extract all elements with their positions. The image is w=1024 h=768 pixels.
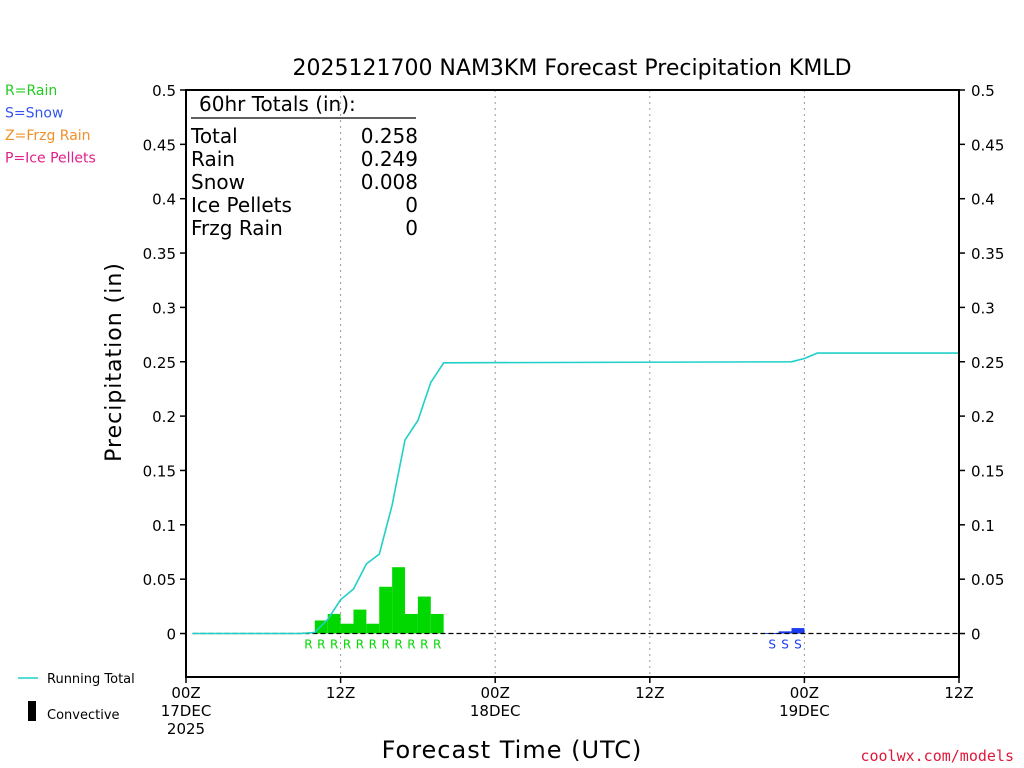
- x-tick-label: 12Z: [326, 684, 355, 702]
- snow-bar: [791, 628, 805, 634]
- rain-type-letter: R: [394, 638, 402, 652]
- y-tick-label-left: 0.1: [152, 517, 176, 535]
- y-tick-label-right: 0.4: [971, 191, 995, 209]
- y-tick-label-right: 0.35: [971, 245, 1004, 263]
- totals-row-label: Ice Pellets: [191, 193, 292, 217]
- y-axis-ticks: 0.5 0.5 0.45 0.45 0.4 0.4 0.35 0.35 0.3 0.3 0.25 0.…: [143, 82, 1005, 644]
- x-tick-label: 12Z: [635, 684, 664, 702]
- totals-row-label: Rain: [191, 147, 235, 171]
- y-tick-label-left: 0.45: [143, 136, 176, 154]
- rain-type-letter: R: [343, 638, 351, 652]
- y-tick-label-right: 0.3: [971, 299, 995, 317]
- totals-row-value: 0: [405, 216, 418, 240]
- x-tick-label: 18DEC: [470, 702, 521, 720]
- x-tick-label: 19DEC: [779, 702, 830, 720]
- x-axis-label: Forecast Time (UTC): [382, 736, 643, 764]
- rain-bar: [405, 613, 418, 634]
- y-tick-label-right: 0.5: [971, 82, 995, 100]
- snow-type-letter: S: [768, 638, 776, 652]
- totals-row-value: 0.258: [361, 124, 418, 148]
- rain-type-letter: R: [420, 638, 428, 652]
- x-tick-label: 17DEC: [161, 702, 212, 720]
- rain-type-letter: R: [382, 638, 390, 652]
- y-tick-label-left: 0.3: [152, 299, 176, 317]
- totals-row-label: Snow: [191, 170, 245, 194]
- key-item: R=Rain: [5, 83, 57, 99]
- rain-bar: [379, 586, 393, 634]
- x-tick-label: 00Z: [790, 684, 819, 702]
- totals-box: 60hr Totals (in): Total 0.258 Rain 0.249 Sno…: [190, 92, 418, 240]
- snow-type-letter: S: [781, 638, 789, 652]
- x-tick-label: 12Z: [944, 684, 973, 702]
- credit-text: coolwx.com/models: [860, 747, 1014, 765]
- legend-bar-swatch: [28, 701, 36, 721]
- y-tick-label-right: 0: [971, 626, 981, 644]
- totals-row-label: Frzg Rain: [191, 216, 283, 240]
- rain-type-letter: R: [369, 638, 377, 652]
- key-item: P=Ice Pellets: [5, 151, 96, 167]
- grid-lines: [340, 90, 805, 677]
- rain-type-letter: R: [356, 638, 364, 652]
- y-tick-label-left: 0.4: [152, 191, 176, 209]
- chart-legend: Running Total Convective: [18, 672, 135, 723]
- totals-row-value: 0: [405, 193, 418, 217]
- rain-type-letter: R: [330, 638, 338, 652]
- rain-bar: [327, 613, 341, 634]
- rain-bar: [353, 609, 367, 634]
- rain-type-letter: R: [317, 638, 325, 652]
- rain-bar: [392, 567, 406, 634]
- y-tick-label-right: 0.15: [971, 462, 1004, 480]
- legend-label: Convective: [47, 708, 120, 723]
- rain-type-letter: R: [433, 638, 441, 652]
- precip-type-key: R=Rain S=Snow Z=Frzg Rain P=Ice Pellets: [5, 83, 96, 167]
- rain-type-letter: R: [304, 638, 312, 652]
- rain-bar: [366, 623, 380, 634]
- totals-row-value: 0.008: [361, 170, 418, 194]
- y-tick-label-left: 0: [166, 626, 176, 644]
- y-axis-label: Precipitation (in): [102, 262, 127, 462]
- rain-bar: [417, 596, 431, 634]
- key-item: Z=Frzg Rain: [5, 128, 91, 144]
- totals-row-label: Total: [190, 124, 238, 148]
- y-tick-label-right: 0.25: [971, 354, 1004, 372]
- totals-row-value: 0.249: [361, 147, 418, 171]
- x-tick-label: 2025: [167, 720, 205, 738]
- y-tick-label-left: 0.35: [143, 245, 176, 263]
- y-tick-label-left: 0.2: [152, 408, 176, 426]
- y-tick-label-left: 0.15: [143, 462, 176, 480]
- y-tick-label-left: 0.25: [143, 354, 176, 372]
- x-tick-label: 00Z: [171, 684, 200, 702]
- y-tick-label-right: 0.45: [971, 136, 1004, 154]
- snow-type-letter: S: [794, 638, 802, 652]
- running-total-line: [192, 352, 959, 635]
- plot-frame: [185, 89, 960, 678]
- rain-bar: [340, 623, 354, 634]
- snow-bar: [778, 631, 792, 634]
- totals-header: 60hr Totals (in):: [199, 92, 356, 116]
- rain-type-letter: R: [407, 638, 415, 652]
- precip-bars: [301, 567, 805, 634]
- y-tick-label-left: 0.5: [152, 82, 176, 100]
- chart-title: 2025121700 NAM3KM Forecast Precipitation…: [292, 56, 851, 81]
- key-item: S=Snow: [5, 106, 63, 122]
- y-tick-label-right: 0.05: [971, 571, 1004, 589]
- x-tick-label: 00Z: [481, 684, 510, 702]
- legend-label: Running Total: [47, 672, 135, 687]
- y-tick-label-right: 0.2: [971, 408, 995, 426]
- y-tick-label-right: 0.1: [971, 517, 995, 535]
- y-tick-label-left: 0.05: [143, 571, 176, 589]
- rain-bar: [430, 613, 444, 634]
